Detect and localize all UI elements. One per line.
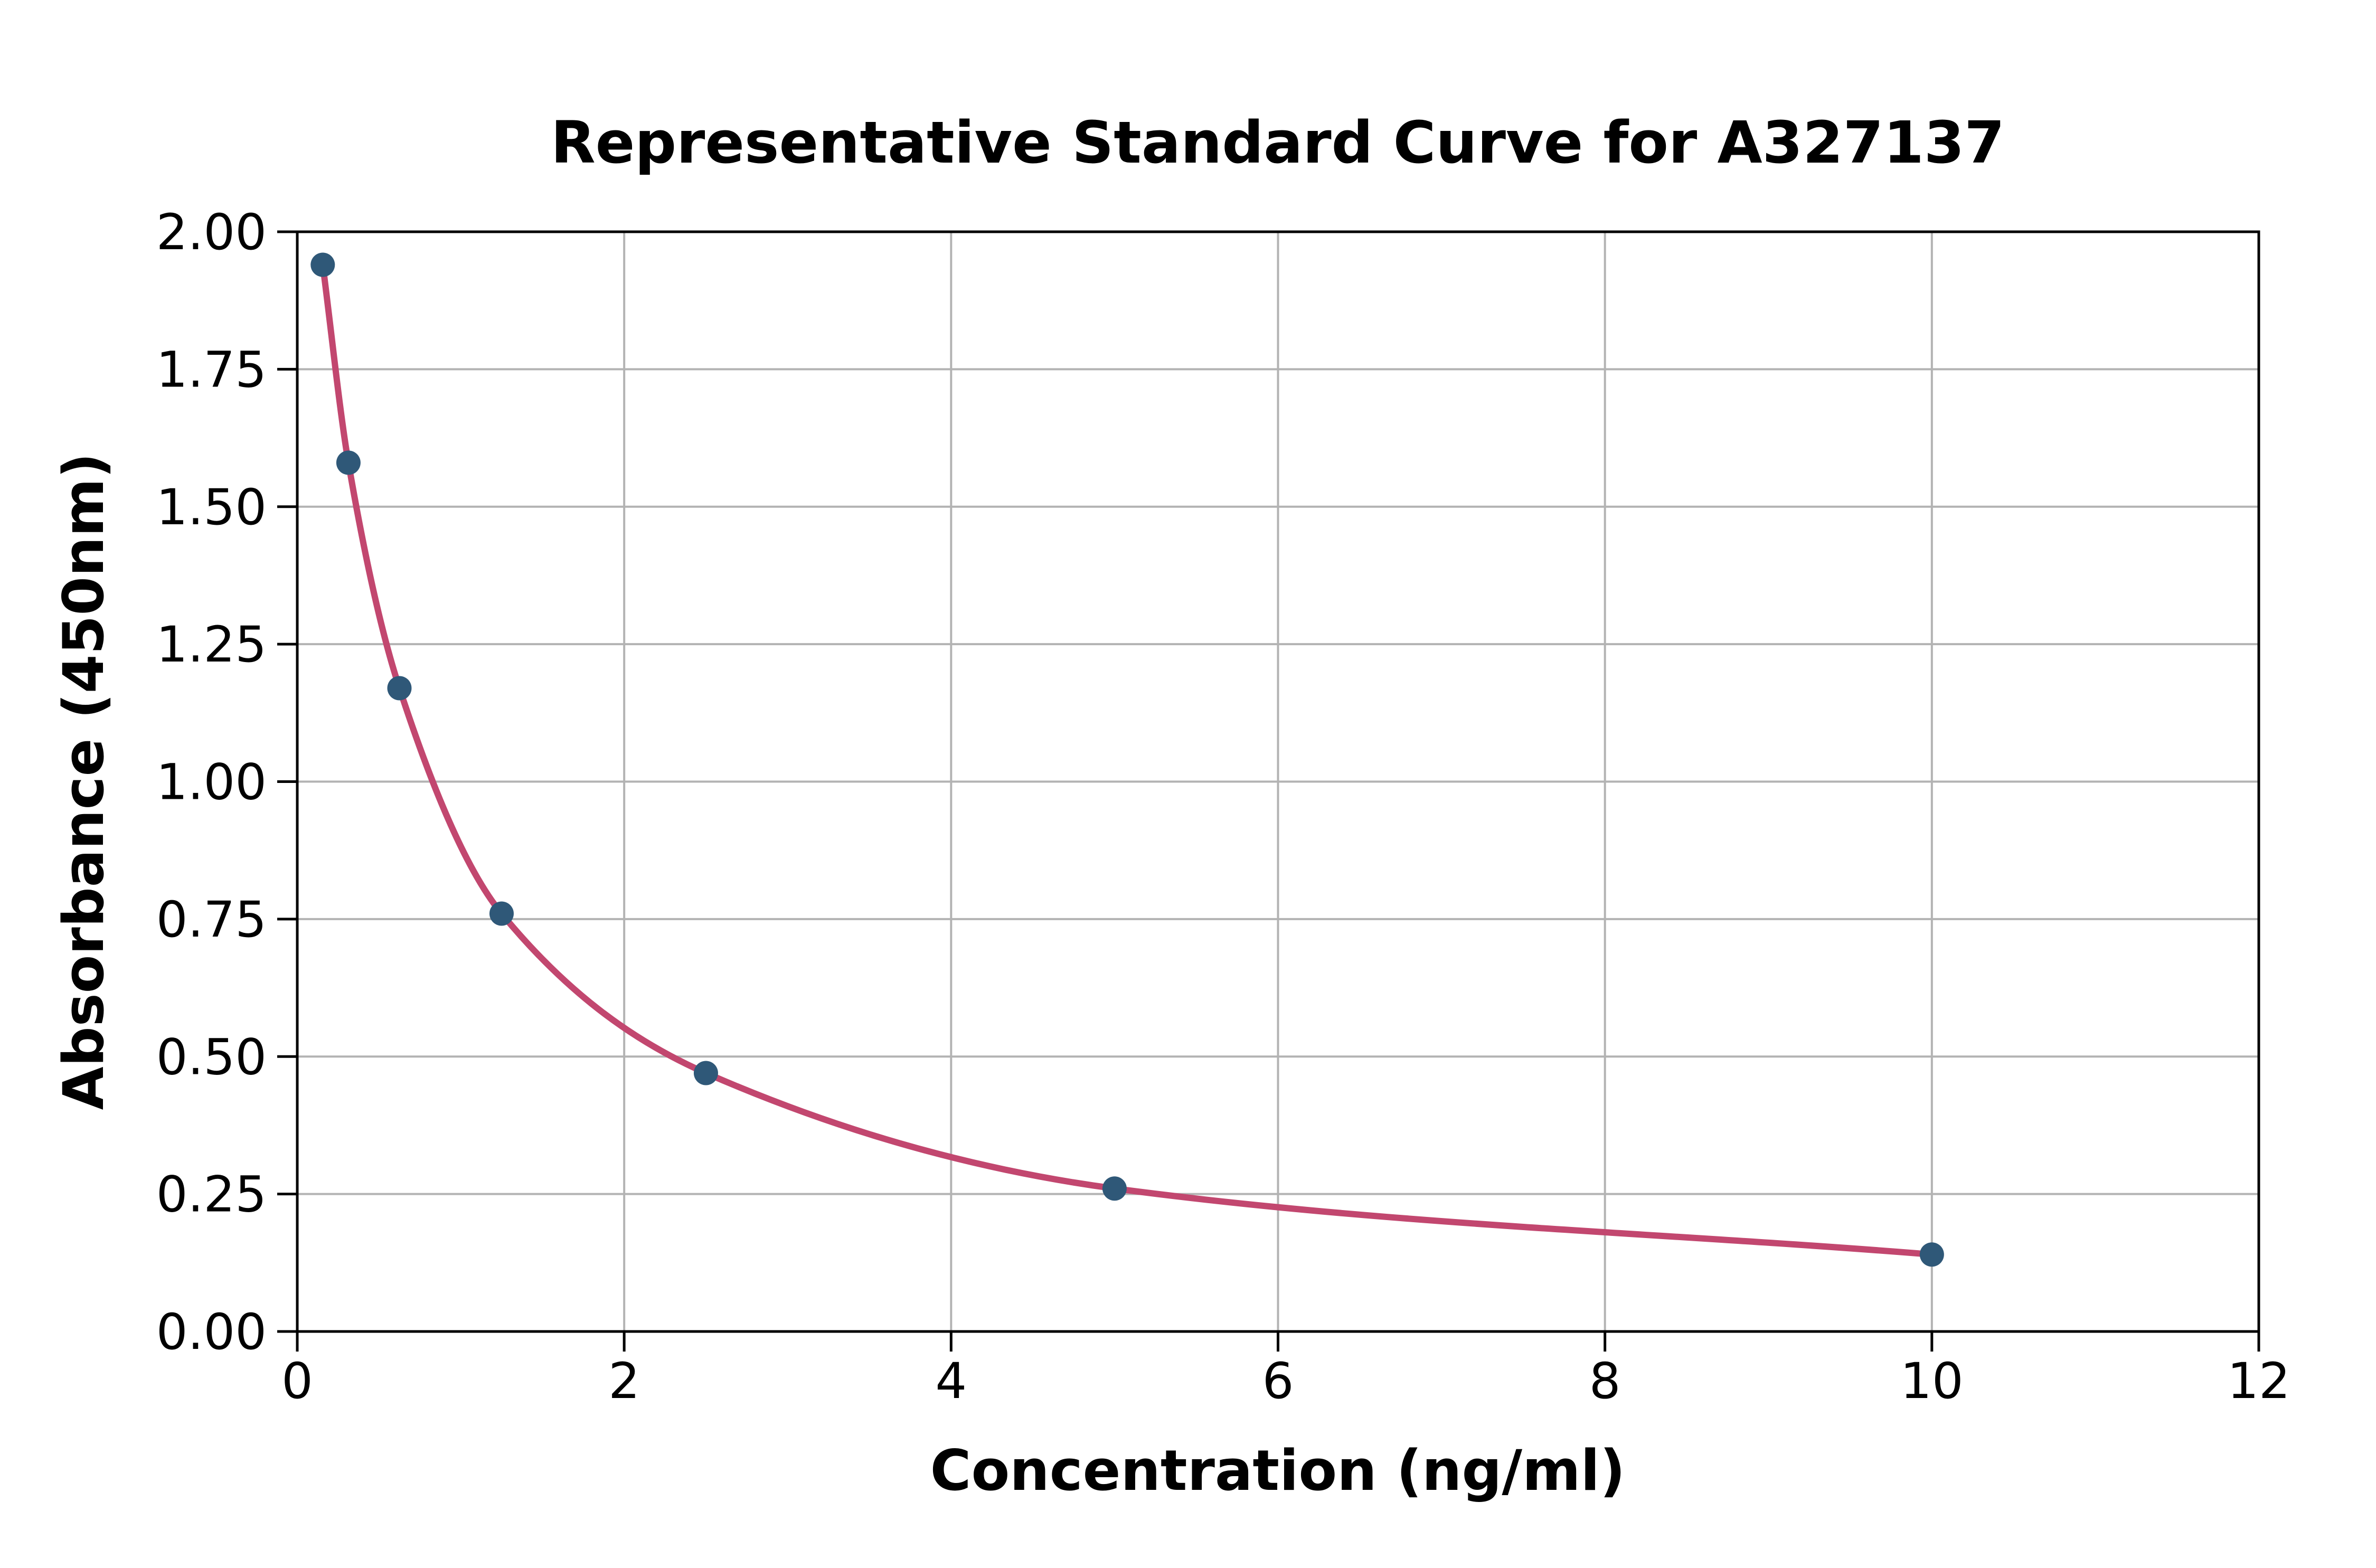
y-tick-label: 1.00 [156, 754, 267, 811]
y-tick-label: 2.00 [156, 204, 267, 261]
x-tick-label: 0 [281, 1353, 313, 1410]
data-layer [310, 252, 1944, 1267]
x-tick-label: 4 [935, 1353, 967, 1410]
axis-ticks: 0 2 4 6 8 10 12 0.00 0.25 0.50 0.75 1.00 1.25 1.50 1.7… [156, 204, 2290, 1410]
x-tick-label: 12 [2227, 1353, 2290, 1410]
x-tick-label: 8 [1589, 1353, 1621, 1410]
data-point [310, 252, 335, 277]
y-tick-label: 0.25 [156, 1166, 267, 1224]
y-tick-label: 1.25 [156, 616, 267, 674]
x-tick-label: 10 [1900, 1353, 1964, 1410]
y-tick-label: 0.75 [156, 891, 267, 949]
gridlines [297, 232, 2259, 1331]
plot-border [296, 230, 2260, 1333]
data-point [1919, 1242, 1944, 1267]
y-axis-label: Absorbance (450nm) [51, 453, 116, 1110]
data-point [693, 1061, 718, 1085]
x-tick-label: 2 [608, 1353, 640, 1410]
data-point [1102, 1176, 1127, 1201]
data-point [489, 901, 514, 926]
x-tick-label: 6 [1262, 1353, 1294, 1410]
fit-curve [319, 261, 1935, 1258]
data-point [387, 676, 412, 701]
y-tick-label: 0.00 [156, 1303, 267, 1361]
chart-title: Representative Standard Curve for A32713… [551, 109, 2005, 176]
y-tick-label: 1.50 [156, 479, 267, 536]
y-tick-label: 1.75 [156, 341, 267, 399]
y-tick-label: 0.50 [156, 1028, 267, 1086]
x-axis-label: Concentration (ng/ml) [930, 1438, 1626, 1503]
data-point [336, 450, 361, 475]
